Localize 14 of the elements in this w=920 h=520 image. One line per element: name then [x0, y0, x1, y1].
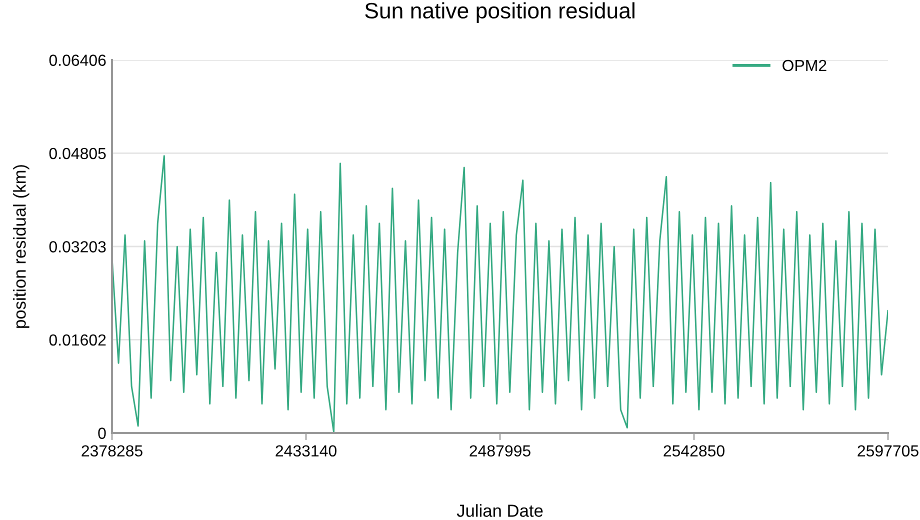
x-axis-title: Julian Date [456, 504, 543, 517]
legend-label: OPM2 [782, 60, 826, 72]
y-tick-label: 0 [98, 428, 106, 439]
x-tick-label: 2487995 [470, 445, 530, 457]
y-axis-title: position residual (km) [13, 165, 30, 328]
y-tick-label: 0.01602 [49, 334, 106, 346]
y-tick-label: 0.04805 [49, 148, 106, 160]
x-tick-label: 2542850 [664, 445, 724, 457]
x-tick-label: 2433140 [276, 445, 336, 457]
y-tick-label: 0.03203 [49, 241, 106, 252]
x-tick-label: 2378285 [82, 445, 142, 457]
y-tick-label: 0.06406 [49, 54, 106, 66]
x-tick-label: 2597705 [858, 445, 918, 457]
chart-title: Sun native position residual [365, 2, 634, 23]
